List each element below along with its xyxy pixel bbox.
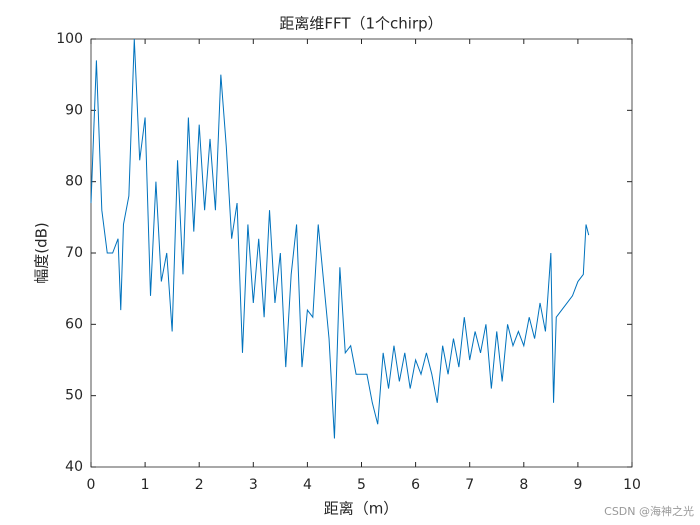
plot-area	[90, 38, 633, 468]
y-tick-label: 60	[65, 316, 83, 332]
x-tick-label: 0	[87, 477, 96, 493]
x-tick-label: 10	[623, 477, 641, 493]
x-axis-label: 距离（m）	[324, 500, 399, 518]
x-tick-label: 2	[195, 477, 204, 493]
y-tick-label: 90	[65, 102, 83, 118]
x-tick-label: 8	[519, 477, 528, 493]
watermark: CSDN @海神之光	[604, 504, 694, 518]
y-tick-label: 80	[65, 174, 83, 190]
data-line	[90, 38, 590, 439]
y-tick-label: 100	[56, 31, 83, 47]
x-tick-label: 6	[411, 477, 420, 493]
x-tick-label: 5	[357, 477, 366, 493]
y-tick-label: 70	[65, 245, 83, 261]
chart-title: 距离维FFT（1个chirp）	[279, 15, 442, 33]
y-axis-label: 幅度(dB)	[33, 222, 51, 284]
x-tick-label: 9	[573, 477, 582, 493]
x-tick-label: 7	[465, 477, 474, 493]
y-tick-label: 50	[65, 388, 83, 404]
x-tick-label: 4	[303, 477, 312, 493]
y-tick-label: 40	[65, 459, 83, 475]
x-tick-label: 3	[249, 477, 258, 493]
x-tick-label: 1	[141, 477, 150, 493]
